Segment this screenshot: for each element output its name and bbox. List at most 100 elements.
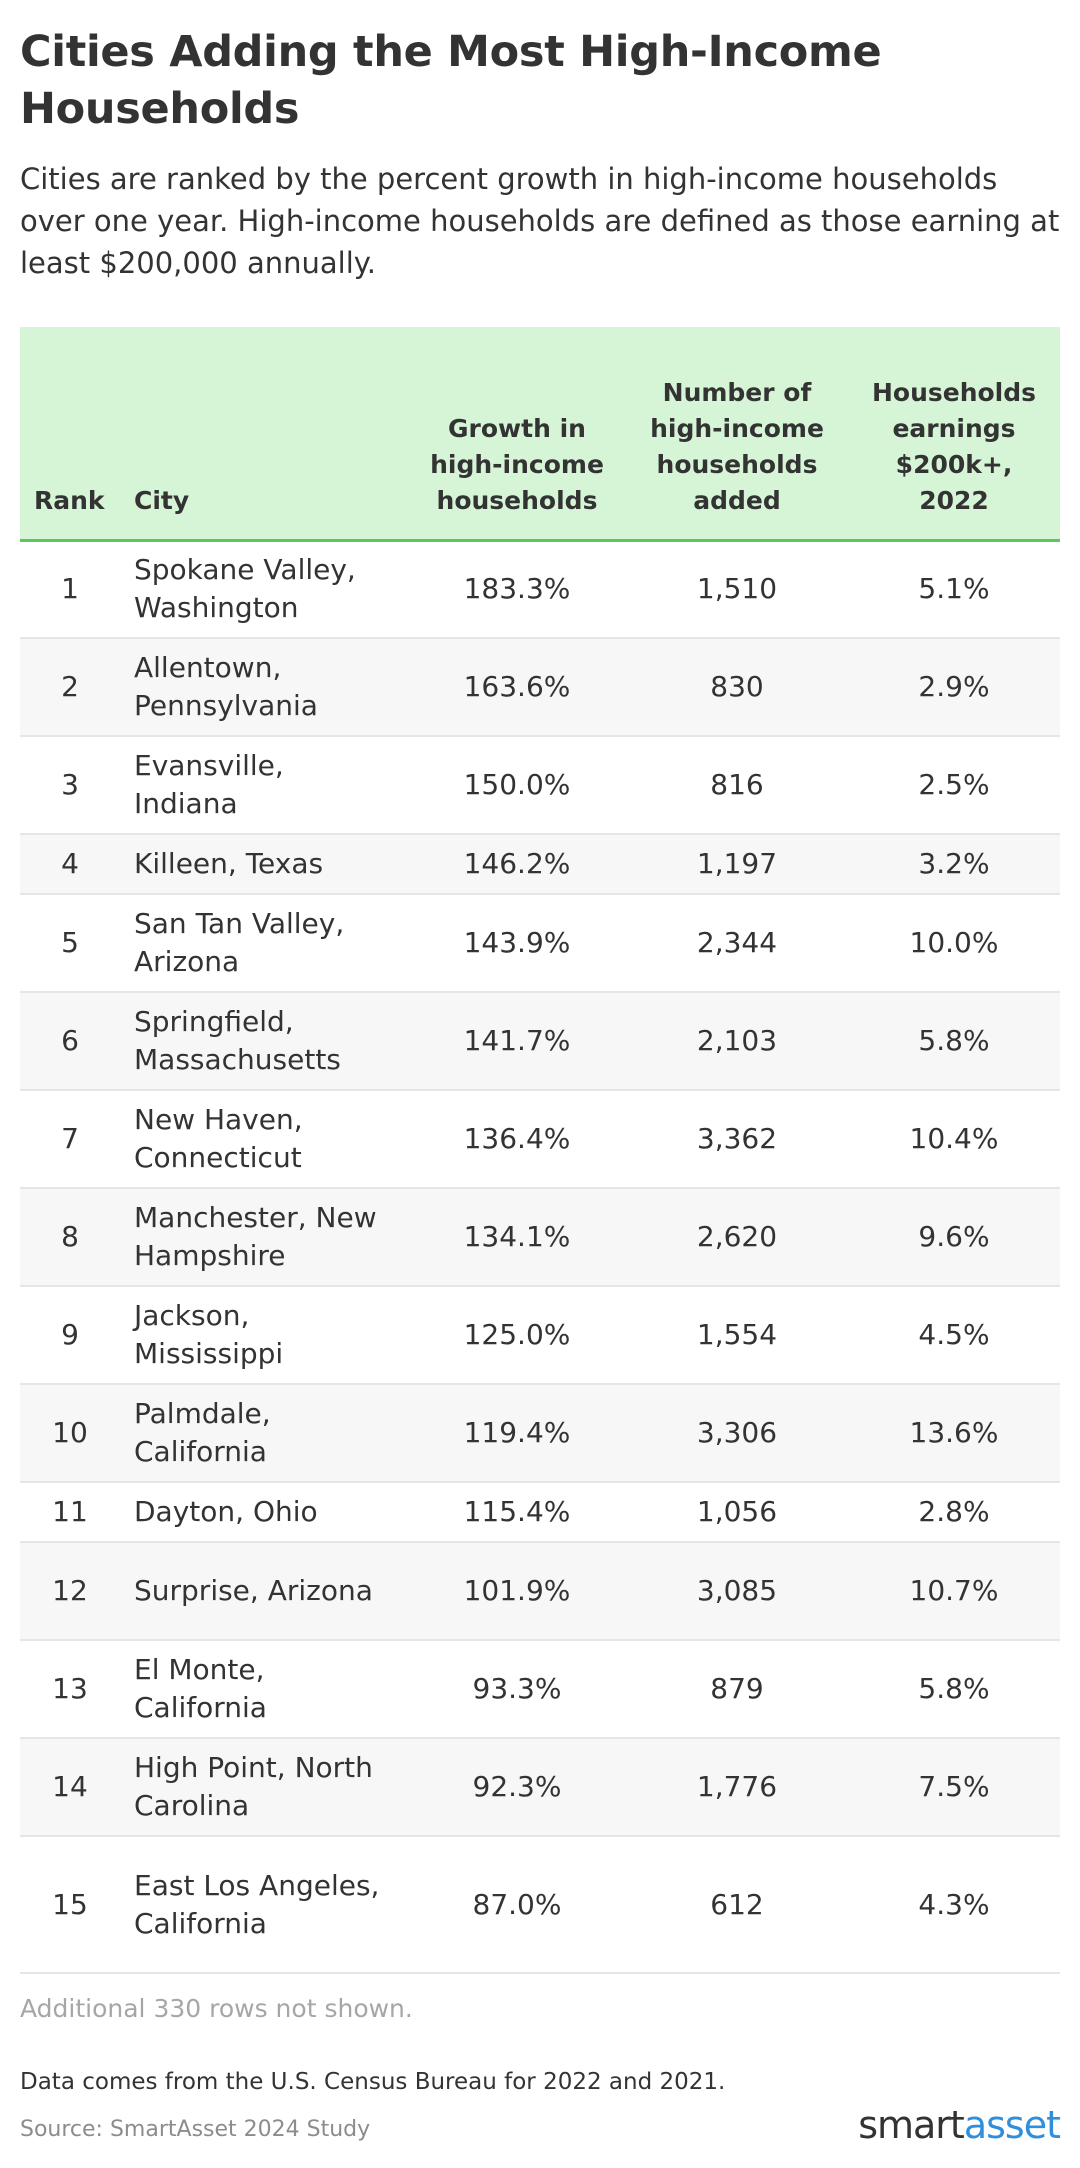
cell-growth: 87.0% [408,1836,626,1974]
table-row: 11 Dayton, Ohio 115.4% 1,056 2.8% [20,1482,1060,1543]
table-row: 14 High Point, North Carolina 92.3% 1,776 7.… [20,1738,1060,1837]
cell-rank: 4 [20,834,120,895]
cell-households-added: 3,085 [626,1542,848,1641]
cell-households-added: 2,620 [626,1188,848,1287]
col-header-city: City [120,327,408,542]
cell-households-added: 2,103 [626,992,848,1091]
table-row: 3 Evansville, Indiana 150.0% 816 2.5% [20,736,1060,835]
cell-rank: 13 [20,1640,120,1739]
cell-share-200k: 4.3% [848,1836,1060,1974]
cell-households-added: 879 [626,1640,848,1739]
table-body: 1 Spokane Valley, Washington 183.3% 1,510 5.… [20,540,1060,1974]
cell-growth: 119.4% [408,1384,626,1483]
table-header: Rank City Growth in high-income househol… [20,327,1060,542]
cell-city: Allentown, Pennsylvania [120,638,408,737]
cell-growth: 125.0% [408,1286,626,1385]
cell-share-200k: 5.8% [848,992,1060,1091]
cell-households-added: 612 [626,1836,848,1974]
cell-growth: 146.2% [408,834,626,895]
cell-share-200k: 5.8% [848,1640,1060,1739]
logo-text-smart: smart [858,2103,965,2147]
table-row: 1 Spokane Valley, Washington 183.3% 1,510 5.… [20,540,1060,639]
cell-city: Palmdale, California [120,1384,408,1483]
cell-city: East Los Angeles, California [120,1836,408,1974]
cell-city: Evansville, Indiana [120,736,408,835]
cell-rank: 6 [20,992,120,1091]
cell-share-200k: 13.6% [848,1384,1060,1483]
cell-households-added: 816 [626,736,848,835]
cell-share-200k: 2.9% [848,638,1060,737]
cell-growth: 183.3% [408,540,626,639]
cell-rank: 14 [20,1738,120,1837]
cell-households-added: 1,776 [626,1738,848,1837]
cell-growth: 141.7% [408,992,626,1091]
logo-text-asset: asset [963,2103,1061,2147]
cell-share-200k: 10.7% [848,1542,1060,1641]
cell-growth: 101.9% [408,1542,626,1641]
cell-rank: 3 [20,736,120,835]
table-row: 15 East Los Angeles, California 87.0% 612 4.… [20,1836,1060,1974]
cell-rank: 8 [20,1188,120,1287]
page-title: Cities Adding the Most High-Income House… [20,27,882,134]
cell-rank: 11 [20,1482,120,1543]
table-row: 4 Killeen, Texas 146.2% 1,197 3.2% [20,834,1060,895]
cell-city: San Tan Valley, Arizona [120,894,408,993]
cell-share-200k: 2.5% [848,736,1060,835]
header-row: Rank City Growth in high-income househol… [20,327,1060,542]
cell-households-added: 1,197 [626,834,848,895]
cell-share-200k: 10.4% [848,1090,1060,1189]
cell-households-added: 1,056 [626,1482,848,1543]
cell-city: Surprise, Arizona [120,1542,408,1641]
cell-city: Springfield, Massachusetts [120,992,408,1091]
cell-rank: 10 [20,1384,120,1483]
cell-share-200k: 3.2% [848,834,1060,895]
cell-share-200k: 10.0% [848,894,1060,993]
cell-rank: 5 [20,894,120,993]
table-row: 8 Manchester, New Hampshire 134.1% 2,620 9.6… [20,1188,1060,1287]
table-row: 6 Springfield, Massachusetts 141.7% 2,103 5.… [20,992,1060,1091]
cell-city: Jackson, Mississippi [120,1286,408,1385]
cell-city: Manchester, New Hampshire [120,1188,408,1287]
cell-share-200k: 9.6% [848,1188,1060,1287]
col-header-rank: Rank [20,327,120,542]
col-header-share: Households earnings $200k+, 2022 [848,327,1060,542]
cell-households-added: 2,344 [626,894,848,993]
cell-rank: 9 [20,1286,120,1385]
cell-growth: 163.6% [408,638,626,737]
cell-rank: 7 [20,1090,120,1189]
cell-share-200k: 7.5% [848,1738,1060,1837]
cell-city: Spokane Valley, Washington [120,540,408,639]
col-header-added: Number of high-income households added [626,327,848,542]
cell-growth: 143.9% [408,894,626,993]
table-row: 12 Surprise, Arizona 101.9% 3,085 10.7% [20,1542,1060,1641]
source-note: Source: SmartAsset 2024 Study [20,2117,371,2142]
rankings-table: Rank City Growth in high-income househol… [20,327,1060,1974]
cell-households-added: 1,554 [626,1286,848,1385]
table-row: 10 Palmdale, California 119.4% 3,306 13.6% [20,1384,1060,1483]
cell-city: High Point, North Carolina [120,1738,408,1837]
cell-households-added: 3,306 [626,1384,848,1483]
cell-rank: 1 [20,540,120,639]
table-row: 9 Jackson, Mississippi 125.0% 1,554 4.5% [20,1286,1060,1385]
cell-share-200k: 5.1% [848,540,1060,639]
table-row: 7 New Haven, Connecticut 136.4% 3,362 10.4% [20,1090,1060,1189]
page-subtitle: Cities are ranked by the percent growth … [20,162,1060,280]
table-row: 5 San Tan Valley, Arizona 143.9% 2,344 10.0% [20,894,1060,993]
more-rows-note: Additional 330 rows not shown. [20,1994,413,2023]
cell-growth: 115.4% [408,1482,626,1543]
cell-share-200k: 2.8% [848,1482,1060,1543]
col-header-growth: Growth in high-income households [408,327,626,542]
cell-city: Dayton, Ohio [120,1482,408,1543]
cell-city: New Haven, Connecticut [120,1090,408,1189]
cell-rank: 2 [20,638,120,737]
cell-rank: 12 [20,1542,120,1641]
smartasset-logo: smartasset [858,2103,1061,2147]
cell-households-added: 830 [626,638,848,737]
cell-city: El Monte, California [120,1640,408,1739]
cell-growth: 92.3% [408,1738,626,1837]
cell-rank: 15 [20,1836,120,1974]
cell-share-200k: 4.5% [848,1286,1060,1385]
cell-city: Killeen, Texas [120,834,408,895]
cell-households-added: 1,510 [626,540,848,639]
